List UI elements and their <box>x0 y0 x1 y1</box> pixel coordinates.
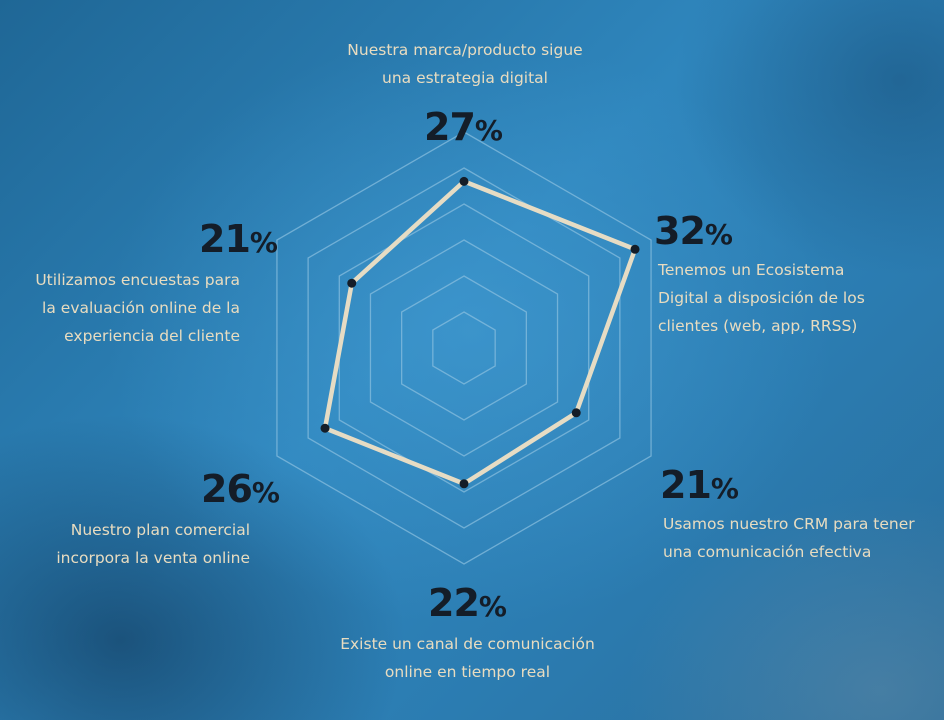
data-point-5 <box>347 278 357 288</box>
category-label-5-line-2: la evaluación online de la <box>42 299 240 317</box>
data-point-1 <box>630 244 640 254</box>
grid-ring-4 <box>338 203 590 493</box>
value-label-1-number: 32 <box>654 209 706 253</box>
value-label-1: 32% <box>654 209 733 253</box>
grid-ring-1 <box>432 311 496 385</box>
data-point-3 <box>459 479 469 489</box>
category-label-1-line-1: Tenemos un Ecosistema <box>658 261 845 279</box>
data-point-0 <box>459 176 469 186</box>
data-point-4 <box>320 423 330 433</box>
category-label-3: Existe un canal de comunicación online e… <box>315 630 620 686</box>
radar-grid <box>276 131 652 565</box>
value-label-0-number: 27 <box>424 105 476 149</box>
category-label-0-line-1: Nuestra marca/producto sigue <box>347 41 583 59</box>
category-label-0-line-2: una estrategia digital <box>382 69 548 87</box>
value-label-3-number: 22 <box>428 581 480 625</box>
category-label-4-line-1: Nuestro plan comercial <box>70 521 250 539</box>
value-label-5-number: 21 <box>199 217 251 261</box>
category-label-4-line-2: incorpora la venta online <box>56 549 250 567</box>
value-label-3: 22% <box>428 581 507 625</box>
category-label-3-line-2: online en tiempo real <box>384 663 551 681</box>
value-label-4-suffix: % <box>251 476 280 509</box>
category-label-2: Usamos nuestro CRM para tener una comuni… <box>663 510 938 566</box>
category-label-4: Nuestro plan comercial incorpora la vent… <box>10 516 250 572</box>
value-label-2-suffix: % <box>710 472 739 505</box>
category-label-1-line-3: clientes (web, app, RRSS) <box>658 317 858 335</box>
data-point-2 <box>571 408 581 418</box>
category-label-5: Utilizamos encuestas para la evaluación … <box>10 266 240 350</box>
category-label-1-line-2: Digital a disposición de los <box>658 289 865 307</box>
value-label-5: 21% <box>199 217 278 261</box>
grid-ring-2 <box>400 275 528 421</box>
value-label-3-suffix: % <box>478 590 507 623</box>
radar-series <box>320 176 640 489</box>
grid-ring-3 <box>369 239 559 457</box>
category-label-2-line-2: una comunicación efectiva <box>663 543 872 561</box>
value-label-1-suffix: % <box>704 218 733 251</box>
value-label-4: 26% <box>201 467 280 511</box>
category-label-3-line-1: Existe un canal de comunicación <box>340 635 595 653</box>
value-label-4-number: 26 <box>201 467 253 511</box>
category-label-1: Tenemos un Ecosistema Digital a disposic… <box>658 256 938 340</box>
value-label-5-suffix: % <box>249 226 278 259</box>
grid-ring-6 <box>276 131 652 565</box>
value-label-0: 27% <box>424 105 503 149</box>
category-label-2-line-1: Usamos nuestro CRM para tener <box>663 515 915 533</box>
grid-ring-5 <box>307 167 621 529</box>
category-label-5-line-1: Utilizamos encuestas para <box>35 271 240 289</box>
value-label-2-number: 21 <box>660 463 712 507</box>
value-label-0-suffix: % <box>474 114 503 147</box>
value-label-2: 21% <box>660 463 739 507</box>
category-label-5-line-3: experiencia del cliente <box>64 327 240 345</box>
category-label-0: Nuestra marca/producto sigue una estrate… <box>320 36 610 92</box>
